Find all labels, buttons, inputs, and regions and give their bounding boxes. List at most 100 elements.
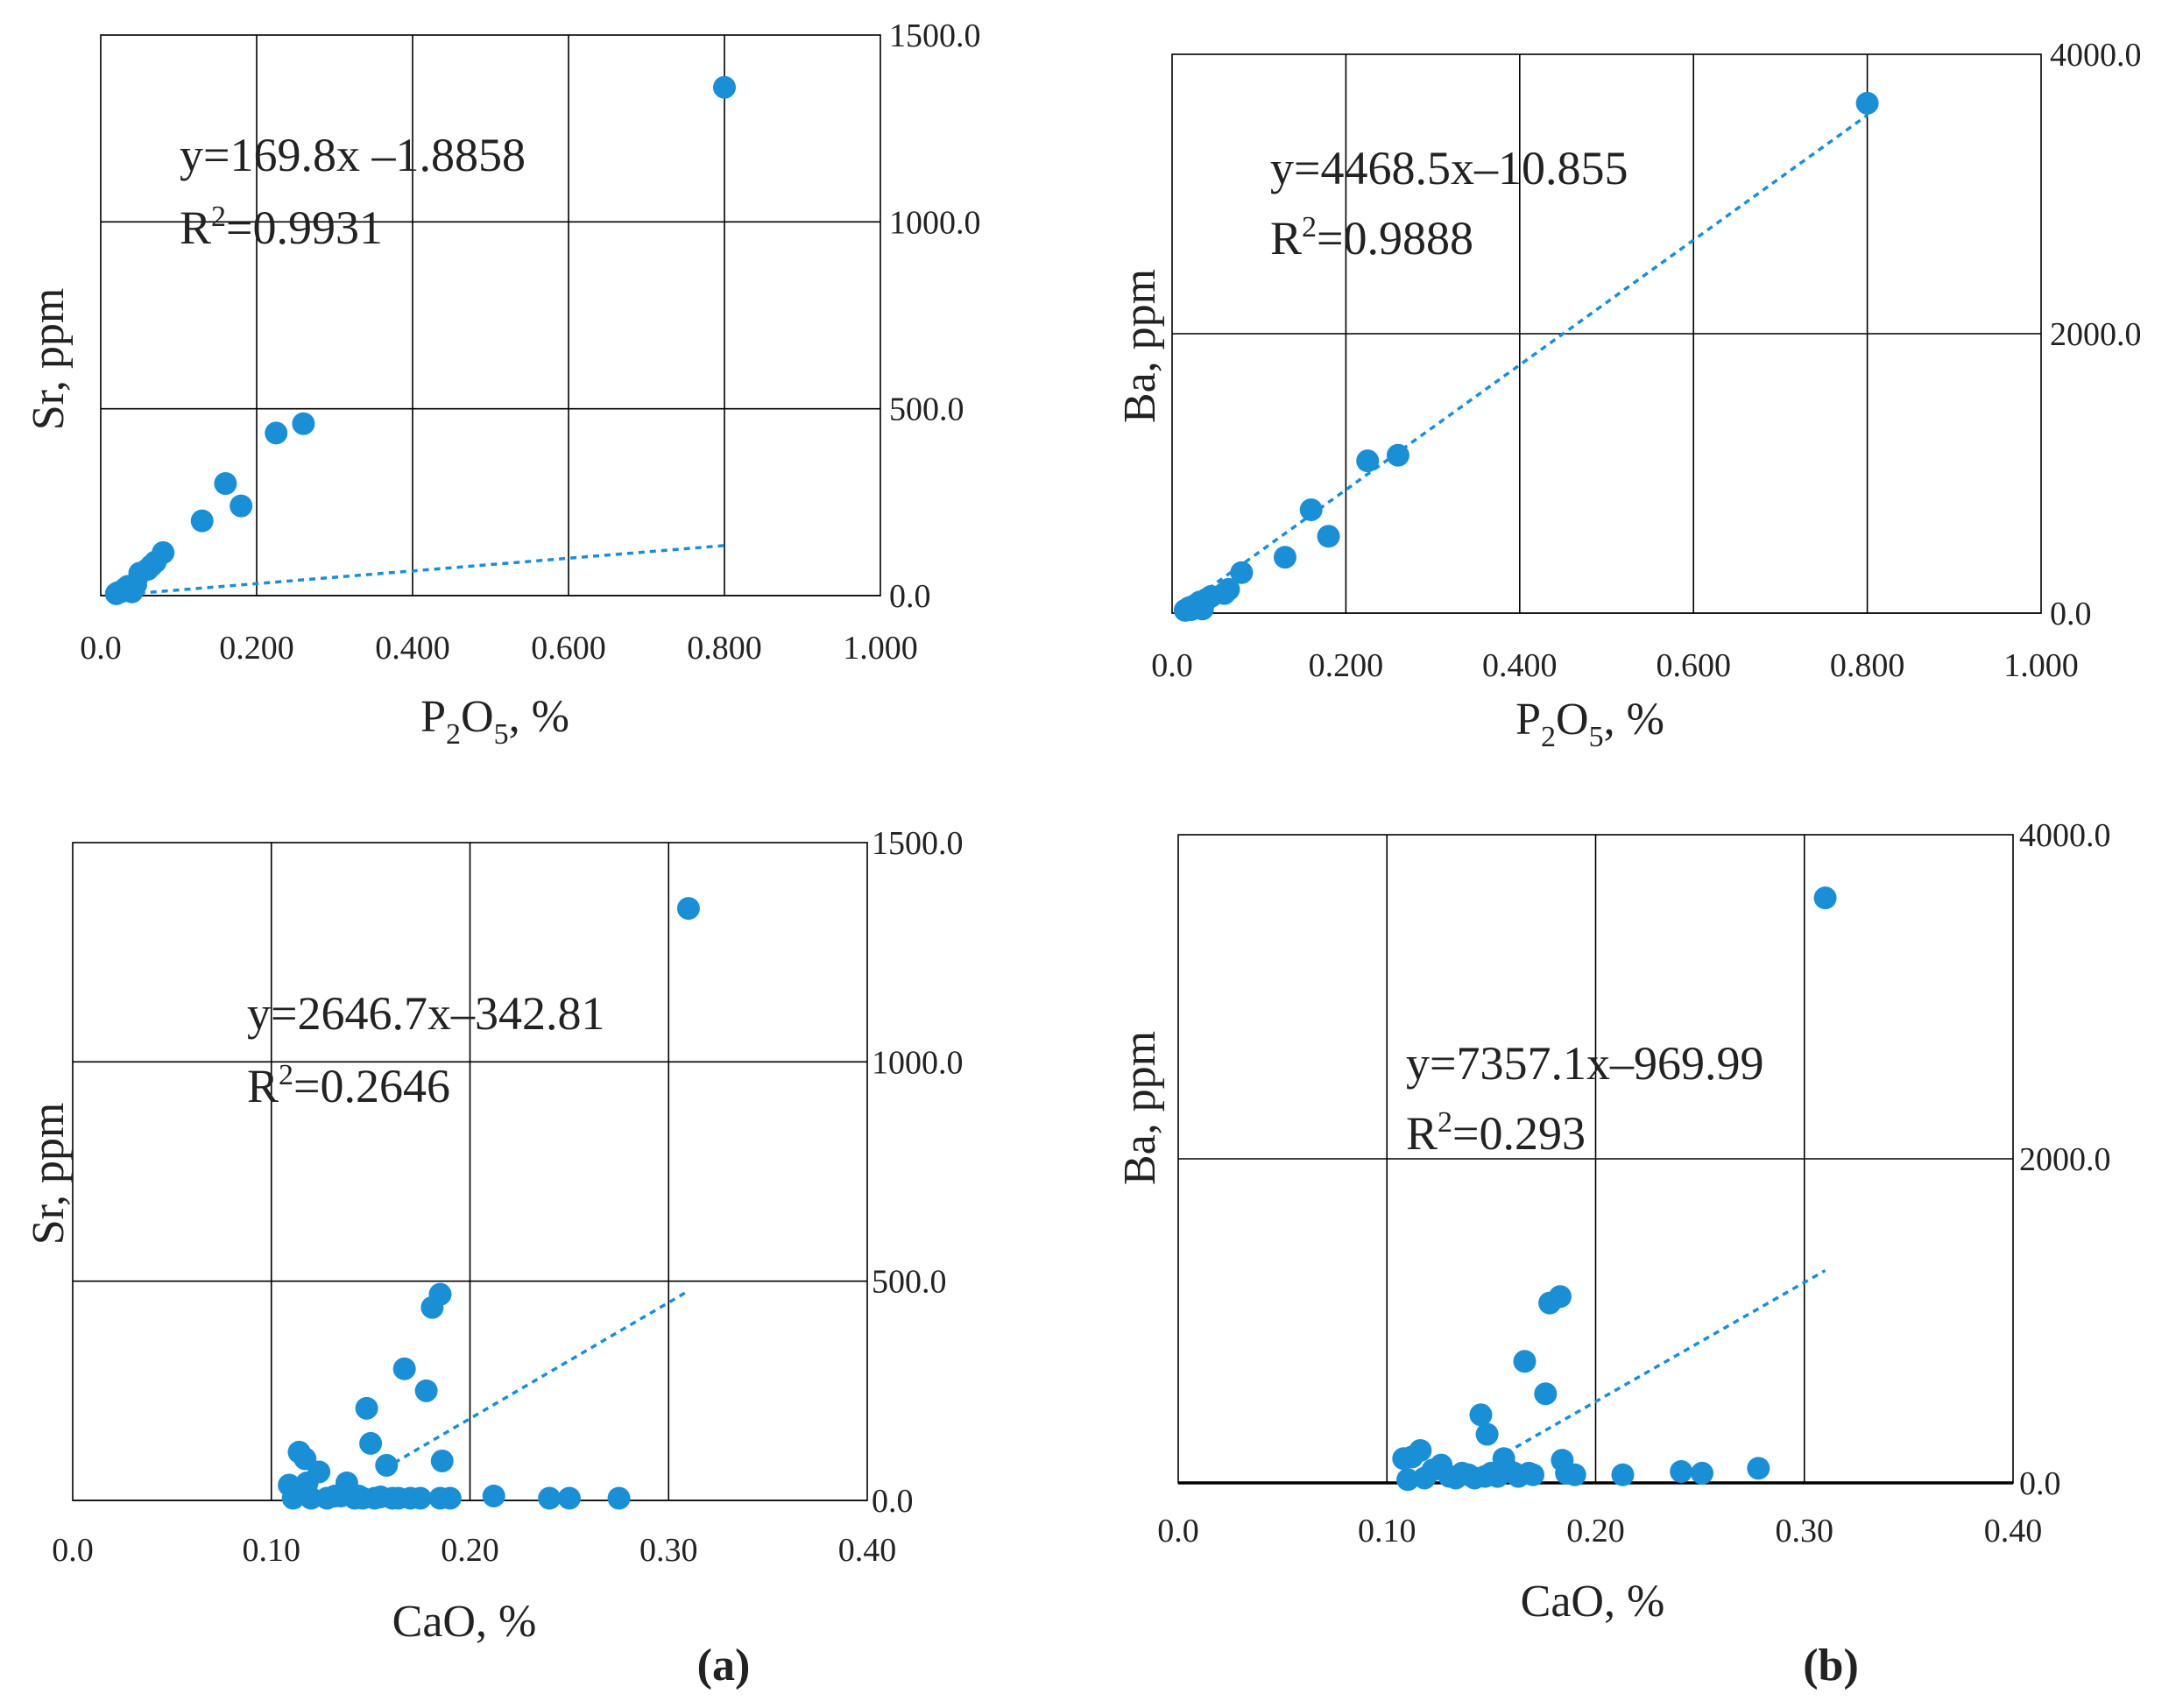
data-point xyxy=(713,75,736,99)
x-tick-label: 0.200 xyxy=(1309,647,1384,684)
xlabel-sr-cao: CaO, % xyxy=(392,1597,537,1647)
panel-label-a: (a) xyxy=(697,1641,751,1690)
data-point xyxy=(375,1453,399,1477)
x-ticks-sr-p2o5: 0.0 0.200 0.400 0.600 0.800 1.000 xyxy=(80,630,918,667)
data-point xyxy=(307,1460,331,1484)
x-tick-label: 0.600 xyxy=(1656,647,1731,684)
trendline-ba-p2o5 xyxy=(1188,114,1869,603)
data-point xyxy=(1273,546,1296,569)
data-point xyxy=(1611,1463,1635,1486)
data-point xyxy=(230,494,253,518)
points-ba-p2o5 xyxy=(1173,91,1879,622)
y-tick-label: 4000.0 xyxy=(2050,37,2142,74)
y-tick-label: 0.0 xyxy=(872,1483,914,1520)
data-point xyxy=(281,1486,305,1510)
equation-sr-p2o5: y=169.8x –1.8858 xyxy=(180,129,526,181)
grid-sr-cao xyxy=(72,842,868,1501)
trendline-sr-p2o5 xyxy=(116,544,725,597)
data-point xyxy=(414,1379,438,1402)
x-tick-label: 0.0 xyxy=(1157,1513,1199,1549)
data-point xyxy=(1691,1461,1714,1485)
data-point xyxy=(428,1282,452,1306)
r2-sr-cao: R2=0.2646 xyxy=(247,1059,450,1112)
data-point xyxy=(438,1486,462,1510)
points-ba-cao xyxy=(1392,886,1837,1492)
x-ticks-ba-p2o5: 0.0 0.200 0.400 0.600 0.800 1.000 xyxy=(1151,647,2079,684)
data-point xyxy=(1317,525,1340,548)
xlabel-ba-p2o5: P2O5, % xyxy=(1515,695,1664,753)
ylabel-ba-cao: Ba, ppm xyxy=(1115,1031,1165,1185)
y-tick-label: 1000.0 xyxy=(889,204,981,241)
points-sr-p2o5 xyxy=(104,75,736,605)
data-point xyxy=(482,1484,505,1507)
x-tick-label: 0.600 xyxy=(531,630,606,667)
data-point xyxy=(1534,1382,1558,1406)
y-tick-label: 2000.0 xyxy=(2050,316,2142,353)
x-tick-label: 0.30 xyxy=(1776,1513,1834,1549)
ylabel-ba-p2o5: Ba, ppm xyxy=(1115,269,1165,423)
data-point xyxy=(292,412,315,435)
chart-ba-vs-p2o5: 0.0 0.200 0.400 0.600 0.800 1.000 0.0 2000.0 40… xyxy=(1115,37,2142,753)
y-tick-label: 500.0 xyxy=(872,1264,947,1301)
xlabel-ba-cao: CaO, % xyxy=(1521,1577,1665,1627)
x-tick-label: 0.10 xyxy=(243,1532,301,1569)
y-tick-label: 2000.0 xyxy=(2019,1141,2111,1178)
x-tick-label: 1.000 xyxy=(843,630,918,667)
x-ticks-ba-cao: 0.0 0.10 0.20 0.30 0.40 xyxy=(1157,1513,2042,1549)
chart-ba-vs-cao: 0.0 0.10 0.20 0.30 0.40 0.0 2000.0 4000.0 y=73… xyxy=(1115,817,2111,1690)
trendline xyxy=(384,1289,689,1471)
grid-ba-cao xyxy=(1177,834,2014,1485)
data-point xyxy=(1386,443,1409,467)
y-tick-label: 1500.0 xyxy=(872,825,964,862)
data-point xyxy=(1230,561,1254,584)
trendline xyxy=(1188,114,1869,603)
x-tick-label: 0.40 xyxy=(838,1532,897,1569)
data-point xyxy=(1356,449,1380,473)
data-point xyxy=(1475,1422,1499,1446)
x-tick-label: 1.000 xyxy=(2003,647,2079,684)
x-tick-label: 0.400 xyxy=(1482,647,1558,684)
data-point xyxy=(1469,1403,1493,1427)
x-tick-label: 0.20 xyxy=(441,1532,499,1569)
x-tick-label: 0.40 xyxy=(1984,1513,2043,1549)
data-point xyxy=(1813,886,1837,910)
data-point xyxy=(300,1486,323,1510)
x-tick-label: 0.800 xyxy=(687,630,762,667)
data-point xyxy=(152,540,175,564)
x-tick-label: 0.30 xyxy=(639,1532,698,1569)
y-tick-label: 4000.0 xyxy=(2019,817,2111,854)
data-point xyxy=(1522,1463,1545,1486)
panel-label-b: (b) xyxy=(1803,1641,1859,1690)
data-point xyxy=(676,897,700,921)
r2-sr-p2o5: R2=0.9931 xyxy=(180,201,383,254)
y-ticks-ba-p2o5: 0.0 2000.0 4000.0 xyxy=(2050,37,2142,632)
data-point xyxy=(1855,91,1879,115)
data-point xyxy=(1299,498,1323,521)
y-ticks-sr-cao: 0.0 500.0 1000.0 1500.0 xyxy=(872,825,964,1520)
trendline-sr-cao xyxy=(384,1289,689,1471)
data-point xyxy=(355,1396,378,1420)
data-point xyxy=(392,1357,416,1380)
x-tick-label: 0.800 xyxy=(1830,647,1905,684)
data-point xyxy=(1747,1457,1770,1480)
trendline xyxy=(116,544,725,597)
equation-ba-p2o5: y=4468.5x–10.855 xyxy=(1270,142,1628,194)
data-point xyxy=(1409,1439,1432,1462)
x-tick-label: 0.200 xyxy=(219,630,294,667)
data-point xyxy=(538,1486,562,1510)
data-point xyxy=(265,421,288,445)
r2-ba-p2o5: R2=0.9888 xyxy=(1270,211,1473,265)
y-tick-label: 500.0 xyxy=(889,392,964,428)
y-tick-label: 0.0 xyxy=(889,578,931,615)
data-point xyxy=(1563,1463,1586,1486)
trendline-ba-cao xyxy=(1505,1268,1826,1455)
data-point xyxy=(1548,1285,1572,1309)
chart-sr-vs-p2o5: 0.0 0.200 0.400 0.600 0.800 1.000 0.0 500.0 100… xyxy=(24,18,981,751)
ylabel-sr-p2o5: Sr, ppm xyxy=(24,288,74,431)
x-tick-label: 0.400 xyxy=(375,630,450,667)
data-point xyxy=(607,1486,631,1510)
y-ticks-sr-p2o5: 0.0 500.0 1000.0 1500.0 xyxy=(889,18,981,615)
data-point xyxy=(190,509,214,533)
data-point xyxy=(1513,1350,1537,1373)
data-point xyxy=(359,1431,383,1455)
